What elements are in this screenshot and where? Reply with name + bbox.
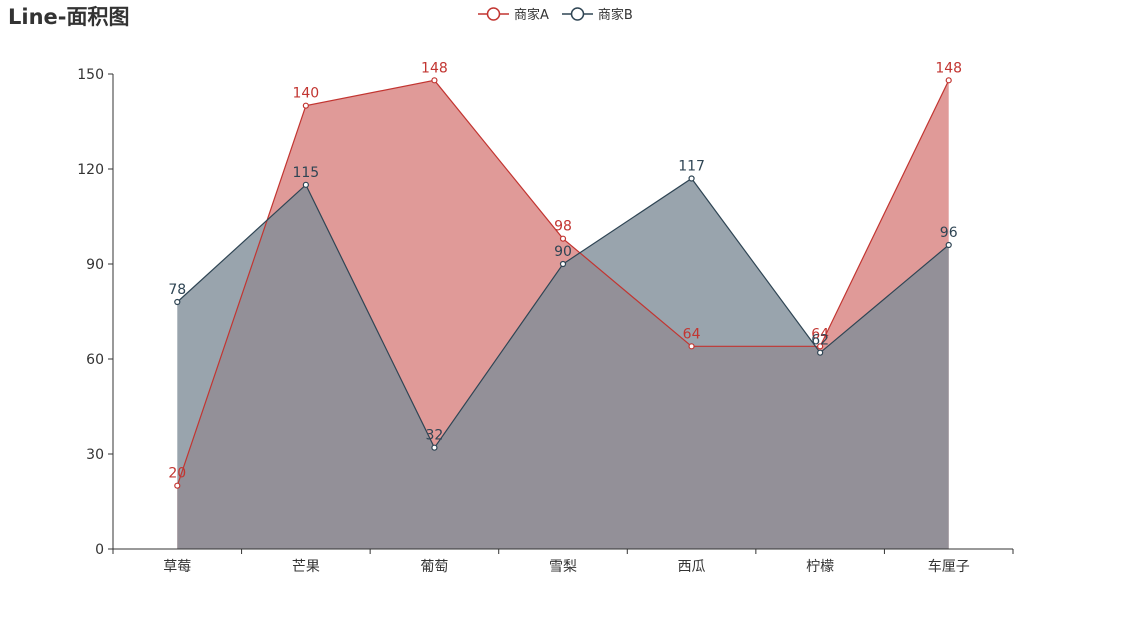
series-1-data-label-5: 62 <box>811 333 829 349</box>
legend-symbol-series-b <box>561 6 593 21</box>
series-0-point-3 <box>559 235 567 242</box>
legend-item-series-b[interactable]: 商家B <box>561 4 633 23</box>
series-0-point-1 <box>302 102 309 109</box>
y-tick-label-0: 0 <box>95 542 104 558</box>
series-0-data-label-6: 148 <box>935 60 962 76</box>
y-tick-label-1: 30 <box>86 447 104 463</box>
series-1-point-5 <box>817 349 824 356</box>
y-tick-label-5: 150 <box>77 67 104 83</box>
series-0-point-5 <box>817 343 824 350</box>
x-tick-label-4: 西瓜 <box>678 559 706 575</box>
series-1-point-6 <box>945 241 952 249</box>
series-1-data-label-1: 115 <box>292 165 319 181</box>
series-0-data-label-1: 140 <box>292 86 319 102</box>
y-tick-label-2: 60 <box>86 352 104 368</box>
series-0-data-label-2: 148 <box>421 60 448 76</box>
legend-label-series-a: 商家A <box>514 8 549 23</box>
series-0-point-4 <box>688 343 695 350</box>
series-0-point-0 <box>174 482 181 489</box>
chart-title: Line-面积图 <box>8 5 130 29</box>
x-tick-label-2: 葡萄 <box>420 559 448 575</box>
x-tick-label-0: 草莓 <box>163 559 191 575</box>
series-1-point-2 <box>431 444 438 451</box>
series-1-point-0 <box>174 298 181 306</box>
x-tick-label-1: 芒果 <box>292 559 320 575</box>
series-1-data-label-3: 90 <box>554 244 572 260</box>
y-tick-label-4: 120 <box>77 162 104 178</box>
series-1-data-label-4: 117 <box>678 159 705 175</box>
legend: 商家A 商家B <box>478 4 646 23</box>
series-1-point-1 <box>302 181 309 188</box>
x-tick-label-6: 车厘子 <box>928 558 970 575</box>
series-1-data-label-6: 96 <box>940 225 958 241</box>
series-1-data-label-0: 78 <box>168 282 186 298</box>
series-0-point-2 <box>431 77 438 84</box>
legend-item-series-a[interactable]: 商家A <box>478 4 549 23</box>
series-0-data-label-0: 20 <box>168 466 186 482</box>
series-0-point-6 <box>945 77 952 84</box>
series-area-1 <box>177 178 949 549</box>
legend-label-series-b: 商家B <box>597 8 633 23</box>
series-1-data-label-2: 32 <box>426 428 444 444</box>
y-tick-label-3: 90 <box>86 257 104 273</box>
series-0-data-label-3: 98 <box>554 219 572 235</box>
legend-symbol-series-a <box>478 6 509 21</box>
x-tick-label-3: 雪梨 <box>549 559 577 575</box>
series-0-data-label-5: 64 <box>811 326 829 342</box>
series-1-point-4 <box>688 175 695 182</box>
series-0-data-label-4: 64 <box>683 326 701 342</box>
x-tick-label-5: 柠檬 <box>806 559 834 575</box>
series-1-point-3 <box>559 260 567 268</box>
